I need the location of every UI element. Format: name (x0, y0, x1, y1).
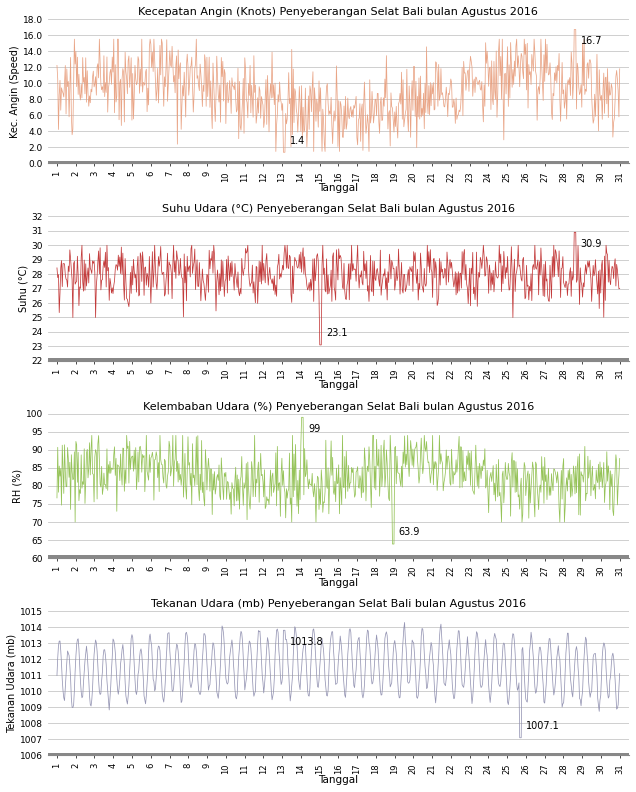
Bar (48, 753, 629, 756)
X-axis label: Tanggal: Tanggal (318, 380, 358, 390)
Text: 1.4: 1.4 (290, 135, 305, 146)
Y-axis label: RH (%): RH (%) (13, 469, 23, 503)
Bar (48, 358, 629, 361)
Y-axis label: Kec. Angin (Speed): Kec. Angin (Speed) (10, 45, 20, 138)
Bar (48, 161, 629, 163)
Text: 16.7: 16.7 (581, 36, 602, 46)
Text: 63.9: 63.9 (399, 527, 420, 537)
Text: 1013.8: 1013.8 (290, 637, 324, 647)
Y-axis label: Tekanan Udara (mb): Tekanan Udara (mb) (7, 634, 17, 733)
X-axis label: Tanggal: Tanggal (318, 577, 358, 588)
Title: Suhu Udara (°C) Penyeberangan Selat Bali bulan Agustus 2016: Suhu Udara (°C) Penyeberangan Selat Bali… (162, 204, 515, 215)
Title: Kecepatan Angin (Knots) Penyeberangan Selat Bali bulan Agustus 2016: Kecepatan Angin (Knots) Penyeberangan Se… (139, 7, 538, 17)
Y-axis label: Suhu (°C): Suhu (°C) (18, 265, 29, 312)
Title: Tekanan Udara (mb) Penyeberangan Selat Bali bulan Agustus 2016: Tekanan Udara (mb) Penyeberangan Selat B… (151, 599, 526, 609)
Bar (48, 555, 629, 558)
X-axis label: Tanggal: Tanggal (318, 183, 358, 193)
Text: 23.1: 23.1 (326, 328, 348, 338)
Text: 99: 99 (308, 424, 320, 434)
X-axis label: Tanggal: Tanggal (318, 775, 358, 785)
Title: Kelembaban Udara (%) Penyeberangan Selat Bali bulan Agustus 2016: Kelembaban Udara (%) Penyeberangan Selat… (142, 402, 534, 412)
Text: 30.9: 30.9 (581, 238, 602, 249)
Text: 1007.1: 1007.1 (526, 721, 560, 731)
